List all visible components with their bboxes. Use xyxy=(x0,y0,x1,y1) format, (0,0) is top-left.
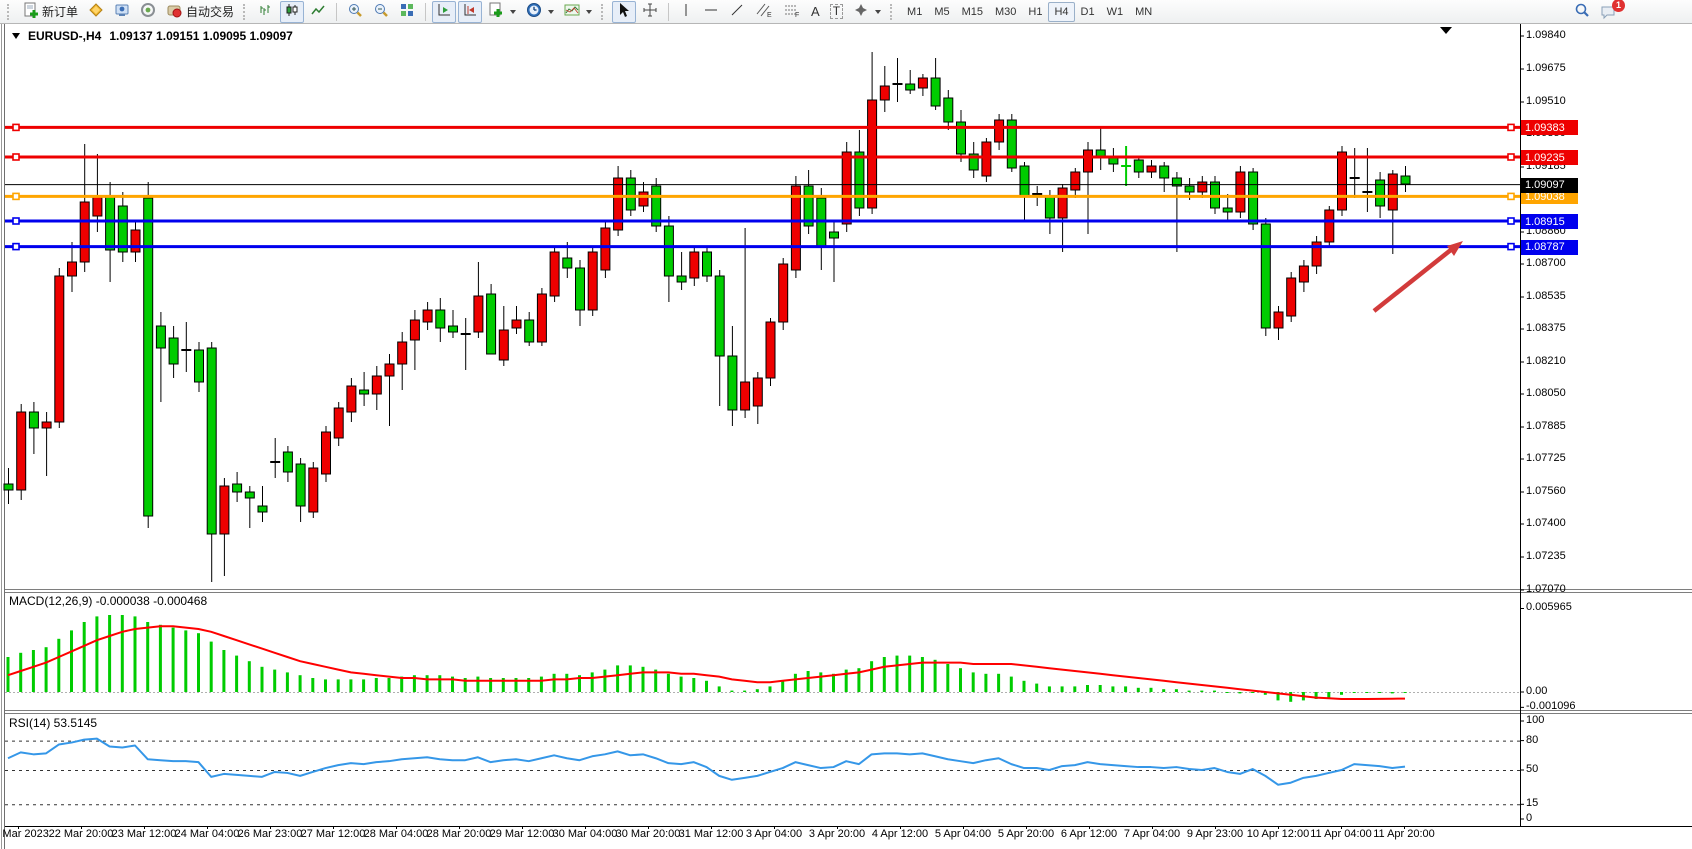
gold-icon xyxy=(88,2,104,21)
crosshair-icon xyxy=(642,2,658,21)
autotrading-icon xyxy=(166,2,182,21)
toolbar-grip[interactable] xyxy=(7,3,13,20)
timeframe-M30[interactable]: M30 xyxy=(995,5,1017,18)
toolbar-grip[interactable] xyxy=(243,3,249,20)
rsi-line xyxy=(7,737,1406,786)
timeframe-W1[interactable]: W1 xyxy=(1106,5,1124,18)
text-button[interactable]: A xyxy=(807,1,824,23)
new-order-label: 新订单 xyxy=(42,5,79,19)
vertical-line-button[interactable] xyxy=(675,1,697,23)
zoom-in-button[interactable] xyxy=(343,1,367,23)
zoom-out-button[interactable] xyxy=(369,1,393,23)
gold-tool-button[interactable] xyxy=(84,1,108,23)
trend-arrow-annotation xyxy=(1372,241,1463,313)
equidistant-channel-button[interactable]: E xyxy=(751,1,777,23)
cursor-button[interactable] xyxy=(612,0,637,23)
macd-signal-line xyxy=(7,625,1406,700)
rsi-level-lines xyxy=(5,740,1520,806)
channel-icon: E xyxy=(755,2,773,21)
chart-shift-icon xyxy=(462,2,478,21)
toolbar: 新订单 自动交易 xyxy=(0,0,1692,24)
autotrading-button[interactable]: 自动交易 xyxy=(162,1,238,23)
bar-chart-icon xyxy=(258,2,274,21)
text-label-icon: T xyxy=(829,4,844,19)
new-chart-button[interactable] xyxy=(484,1,520,23)
signals-icon xyxy=(140,2,156,21)
timeframe-M5[interactable]: M5 xyxy=(934,5,950,18)
auto-scroll-button[interactable] xyxy=(432,0,457,23)
new-chart-icon xyxy=(488,2,504,21)
horizontal-level-lines xyxy=(5,123,1520,251)
market-button[interactable] xyxy=(110,1,134,23)
svg-text:F: F xyxy=(795,12,799,18)
horizontal-line-icon xyxy=(703,2,719,21)
tile-windows-icon xyxy=(399,2,415,21)
arrows-icon xyxy=(853,2,869,21)
timeframe-D1[interactable]: D1 xyxy=(1080,5,1095,18)
svg-text:E: E xyxy=(767,12,772,18)
line-chart-icon xyxy=(310,2,326,21)
text-icon: A xyxy=(811,4,820,19)
indicators-button[interactable] xyxy=(560,1,596,23)
fibonacci-icon: F xyxy=(783,2,801,21)
timeframe-H1[interactable]: H1 xyxy=(1028,5,1043,18)
toolbar-grip[interactable] xyxy=(890,3,896,20)
horizontal-line-button[interactable] xyxy=(699,1,723,23)
chat-icon: 1 xyxy=(1600,0,1625,20)
periods-button[interactable] xyxy=(522,1,558,23)
fibonacci-button[interactable]: F xyxy=(779,1,805,23)
arrows-button[interactable] xyxy=(849,1,885,23)
zoom-in-icon xyxy=(347,2,363,21)
toolbar-separator xyxy=(668,2,670,21)
toolbar-separator xyxy=(425,2,427,21)
timeframe-bar: M1 M5 M15 M30 H1 H4 D1 W1 MN xyxy=(901,1,1158,22)
crosshair-button[interactable] xyxy=(638,1,662,23)
cursor-icon xyxy=(616,2,632,21)
signals-button[interactable] xyxy=(136,1,160,23)
timeframe-M15[interactable]: M15 xyxy=(961,5,984,18)
dropdown-caret-icon xyxy=(548,9,555,14)
toolbar-grip[interactable] xyxy=(601,3,607,20)
trendline-icon xyxy=(729,2,745,21)
notification-badge: 1 xyxy=(1612,0,1625,12)
dropdown-caret-icon xyxy=(586,9,593,14)
timeframe-M1[interactable]: M1 xyxy=(907,5,923,18)
candlestick-chart-button[interactable] xyxy=(280,0,305,23)
new-order-icon xyxy=(22,2,38,21)
search-button[interactable] xyxy=(1570,1,1594,23)
new-order-button[interactable]: 新订单 xyxy=(18,1,82,23)
autotrading-label: 自动交易 xyxy=(186,5,235,19)
timeframe-MN[interactable]: MN xyxy=(1135,5,1153,18)
toolbar-separator xyxy=(336,2,338,21)
text-label-button[interactable]: T xyxy=(826,1,847,23)
auto-scroll-icon xyxy=(436,2,452,21)
line-chart-button[interactable] xyxy=(306,1,330,23)
notifications-button[interactable]: 1 xyxy=(1596,0,1625,23)
dropdown-caret-icon xyxy=(875,9,882,14)
indicators-icon xyxy=(564,2,580,21)
dropdown-caret-icon xyxy=(510,9,517,14)
chart-plot[interactable] xyxy=(0,24,1692,849)
market-icon xyxy=(114,2,130,21)
vertical-line-icon xyxy=(679,2,693,21)
tile-windows-button[interactable] xyxy=(395,1,419,23)
chart-region: EURUSD-,H4 1.09137 1.09151 1.09095 1.090… xyxy=(0,24,1692,849)
chart-shift-marker xyxy=(1440,27,1452,34)
zoom-out-icon xyxy=(373,2,389,21)
candlestick-chart-icon xyxy=(284,2,300,21)
search-icon xyxy=(1574,2,1590,21)
bar-chart-button[interactable] xyxy=(254,1,278,23)
trendline-button[interactable] xyxy=(725,1,749,23)
chart-shift-button[interactable] xyxy=(458,0,483,23)
timeframe-H4[interactable]: H4 xyxy=(1048,1,1075,22)
clock-icon xyxy=(526,2,542,21)
